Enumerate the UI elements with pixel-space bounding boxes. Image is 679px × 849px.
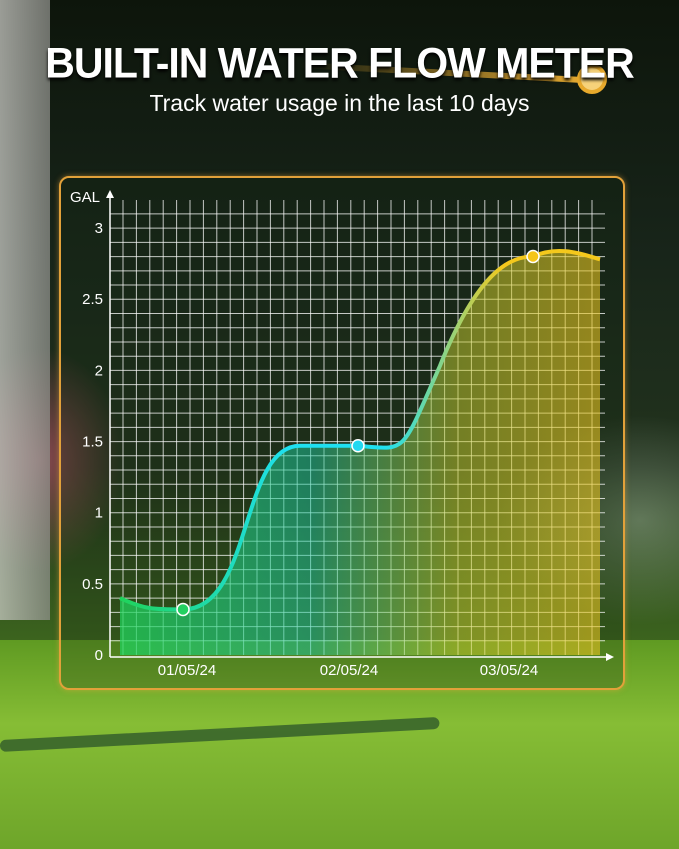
data-point bbox=[351, 439, 365, 453]
data-point bbox=[526, 249, 540, 264]
y-tick-label: 2 bbox=[95, 362, 103, 379]
usage-area bbox=[120, 250, 600, 656]
y-axis-arrow-icon bbox=[106, 190, 114, 198]
y-axis-label: GAL bbox=[70, 189, 100, 206]
house-wall bbox=[0, 0, 50, 620]
subtitle: Track water usage in the last 10 days bbox=[149, 90, 530, 116]
x-tick-label: 01/05/24 bbox=[158, 662, 216, 679]
headline: BUILT-IN WATER FLOW METER bbox=[45, 38, 634, 88]
flow-meter-icon bbox=[577, 64, 607, 94]
x-tick-label: 02/05/24 bbox=[320, 662, 378, 679]
y-tick-label: 3 bbox=[95, 220, 103, 237]
data-point bbox=[176, 602, 190, 617]
x-tick-label: 03/05/24 bbox=[480, 662, 538, 679]
y-tick-label: 1 bbox=[95, 505, 103, 522]
y-tick-label: 2.5 bbox=[82, 291, 103, 308]
y-tick-label: 1.5 bbox=[82, 434, 103, 451]
y-tick-label: 0 bbox=[95, 647, 103, 664]
y-tick-label: 0.5 bbox=[82, 576, 103, 593]
x-axis-arrow-icon bbox=[606, 653, 614, 661]
